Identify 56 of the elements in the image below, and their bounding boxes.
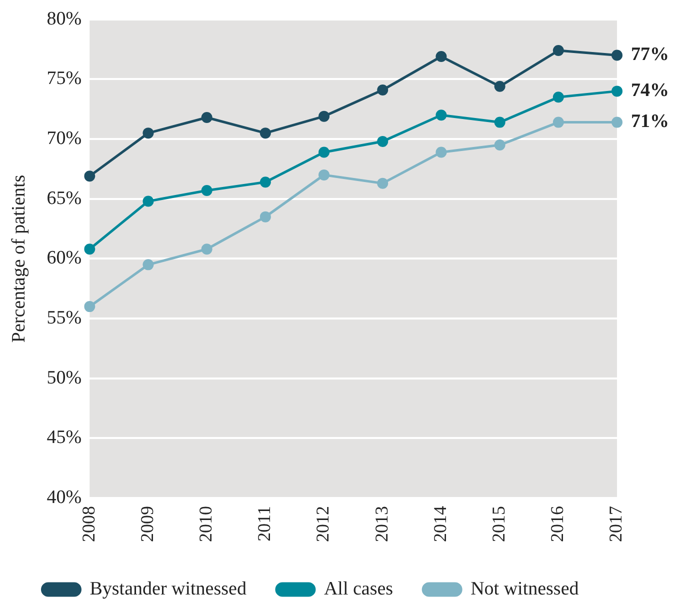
y-tick-label: 75% <box>46 68 82 90</box>
point <box>552 92 564 103</box>
y-tick-label: 65% <box>46 188 82 209</box>
point <box>318 169 330 180</box>
point <box>201 112 212 124</box>
x-tick-label: 2015 <box>488 506 509 542</box>
point <box>436 146 447 158</box>
point <box>494 116 506 128</box>
point <box>84 244 96 255</box>
point <box>436 50 447 62</box>
y-tick-label: 50% <box>46 367 82 388</box>
x-tick-label: 2009 <box>136 506 157 542</box>
point <box>612 50 622 61</box>
point <box>436 110 447 121</box>
x-tick-label: 2013 <box>371 506 392 542</box>
point <box>260 128 271 139</box>
y-tick-label: 45% <box>46 427 82 448</box>
point <box>318 110 330 122</box>
x-tick-label: 2008 <box>78 506 98 542</box>
x-tick-label: 2010 <box>196 506 216 542</box>
point <box>201 244 212 255</box>
y-axis-title: Percentage of patients <box>8 174 30 343</box>
point <box>201 185 212 196</box>
data-label: 77% <box>631 44 669 66</box>
point <box>84 170 96 182</box>
legend-label: Bystander witnessed <box>90 578 247 600</box>
point <box>612 86 622 97</box>
point <box>84 301 96 312</box>
x-tick-label: 2017 <box>606 506 626 542</box>
y-tick-label: 80% <box>46 8 82 30</box>
point <box>377 84 388 96</box>
data-label: 71% <box>631 111 669 132</box>
x-tick-label: 2016 <box>547 506 568 542</box>
point <box>494 140 506 151</box>
legend-label: Not witnessed <box>470 578 580 600</box>
point <box>552 45 564 56</box>
point <box>377 136 388 147</box>
y-tick-label: 60% <box>46 248 82 269</box>
point <box>552 116 564 128</box>
point <box>318 146 330 158</box>
point <box>142 259 154 270</box>
point <box>494 80 506 92</box>
point <box>142 196 154 207</box>
point <box>377 178 388 189</box>
y-tick-label: 55% <box>46 308 82 329</box>
point <box>260 176 271 188</box>
legend-label: All cases <box>324 578 394 600</box>
y-tick-label: 70% <box>46 128 82 150</box>
x-tick-label: 2012 <box>312 506 333 542</box>
y-tick-label: 40% <box>46 486 82 508</box>
data-label: 74% <box>631 80 669 102</box>
point <box>612 116 622 128</box>
point <box>260 211 271 222</box>
x-tick-label: 2011 <box>254 506 274 542</box>
x-tick-label: 2014 <box>430 506 450 542</box>
point <box>142 128 154 139</box>
